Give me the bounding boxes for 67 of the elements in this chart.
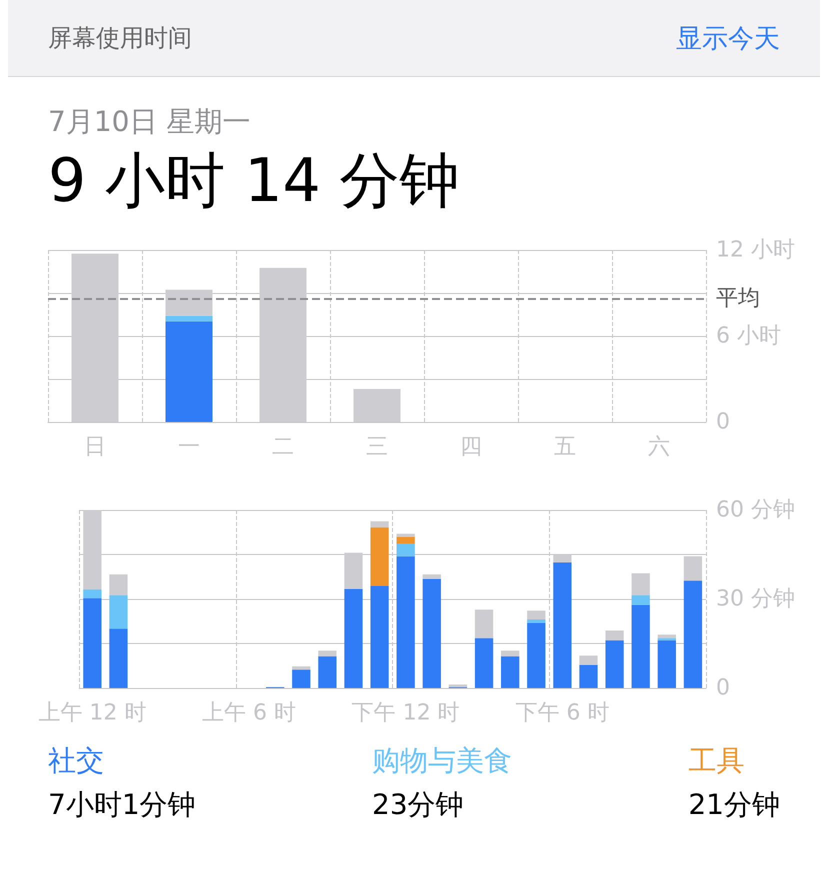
y-tick-label: 6 小时 xyxy=(716,324,781,348)
x-tick-label: 五 xyxy=(554,434,576,460)
bar xyxy=(370,586,389,688)
bar xyxy=(422,574,441,579)
bar xyxy=(658,634,676,638)
x-tick-label: 三 xyxy=(366,434,388,460)
bar xyxy=(370,521,389,528)
bar xyxy=(422,578,441,688)
x-tick-label: 下午 6 时 xyxy=(515,700,610,726)
x-tick-label: 上午 6 时 xyxy=(202,700,296,726)
text: 工具 xyxy=(688,743,746,779)
bar xyxy=(527,622,546,688)
x-tick-label: 六 xyxy=(648,434,670,460)
chart-title: 屏幕使用时间 xyxy=(48,23,192,54)
bar xyxy=(166,321,212,422)
bar xyxy=(83,598,102,688)
bar xyxy=(370,527,389,586)
x-tick-label: 二 xyxy=(272,434,294,460)
bar xyxy=(396,534,415,537)
x-tick-label: 上午 12 时 xyxy=(38,700,146,726)
text: 21分钟 xyxy=(688,787,780,823)
text: 购物与美食 xyxy=(372,743,512,779)
bar xyxy=(527,619,546,623)
chart-subtitle: 7月10日 星期一 xyxy=(47,104,252,140)
bar xyxy=(396,536,415,544)
bar xyxy=(474,638,494,688)
bar xyxy=(109,574,128,596)
bar xyxy=(579,664,598,688)
bar xyxy=(632,595,650,605)
text: 显示今天 xyxy=(676,22,780,56)
bar xyxy=(166,316,212,322)
bar xyxy=(109,595,128,629)
bar xyxy=(83,589,102,598)
bar xyxy=(292,670,310,688)
x-tick-label: 一 xyxy=(178,434,200,460)
bar xyxy=(292,666,310,670)
bar xyxy=(605,640,624,688)
bar xyxy=(632,604,650,688)
y-tick-label: 0 xyxy=(716,676,730,700)
bar xyxy=(344,588,363,688)
text: 7小时1分钟 xyxy=(48,787,196,823)
bar xyxy=(658,640,676,688)
bar xyxy=(553,562,572,688)
y-tick-label: 60 分钟 xyxy=(716,498,795,522)
bar xyxy=(579,656,598,665)
x-tick-label: 四 xyxy=(460,434,482,460)
y-tick-label: 0 xyxy=(716,410,730,434)
y-tick-label: 30 分钟 xyxy=(716,586,795,612)
bar xyxy=(684,580,702,688)
text: 23分钟 xyxy=(372,787,465,823)
bar xyxy=(396,544,415,556)
bar xyxy=(474,610,494,638)
bar xyxy=(632,573,650,596)
y-tick-label: 12 小时 xyxy=(716,238,795,262)
bar xyxy=(318,656,336,688)
bar xyxy=(318,650,336,656)
bar xyxy=(501,650,520,656)
bar xyxy=(527,610,546,620)
x-tick-label: 日 xyxy=(84,434,106,460)
ref-line-label: 平均 xyxy=(716,286,760,312)
text: 社交 xyxy=(48,743,105,779)
x-tick-label: 下午 12 时 xyxy=(352,700,460,726)
bar xyxy=(501,656,520,688)
bar xyxy=(109,628,128,688)
text: 9 小时 14 分钟 xyxy=(47,145,461,218)
bar xyxy=(605,630,624,640)
bar xyxy=(396,556,415,688)
